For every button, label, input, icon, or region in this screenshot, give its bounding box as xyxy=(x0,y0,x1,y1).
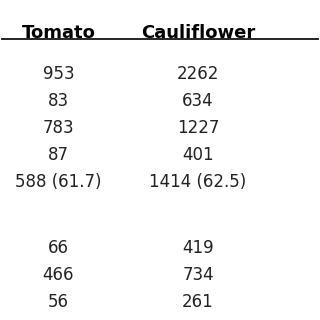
Text: 588 (61.7): 588 (61.7) xyxy=(15,173,102,191)
Text: Cauliflower: Cauliflower xyxy=(141,24,255,42)
Text: 466: 466 xyxy=(43,266,74,284)
Text: 734: 734 xyxy=(182,266,214,284)
Text: 783: 783 xyxy=(43,119,74,137)
Text: 1227: 1227 xyxy=(177,119,219,137)
Text: Tomato: Tomato xyxy=(21,24,95,42)
Text: 1414 (62.5): 1414 (62.5) xyxy=(149,173,247,191)
Text: 953: 953 xyxy=(43,65,74,83)
Text: 261: 261 xyxy=(182,293,214,311)
Text: 56: 56 xyxy=(48,293,69,311)
Text: 83: 83 xyxy=(48,92,69,110)
Text: 634: 634 xyxy=(182,92,214,110)
Text: 401: 401 xyxy=(182,146,214,164)
Text: 66: 66 xyxy=(48,239,69,257)
Text: 87: 87 xyxy=(48,146,69,164)
Text: 419: 419 xyxy=(182,239,214,257)
Text: 2262: 2262 xyxy=(177,65,219,83)
